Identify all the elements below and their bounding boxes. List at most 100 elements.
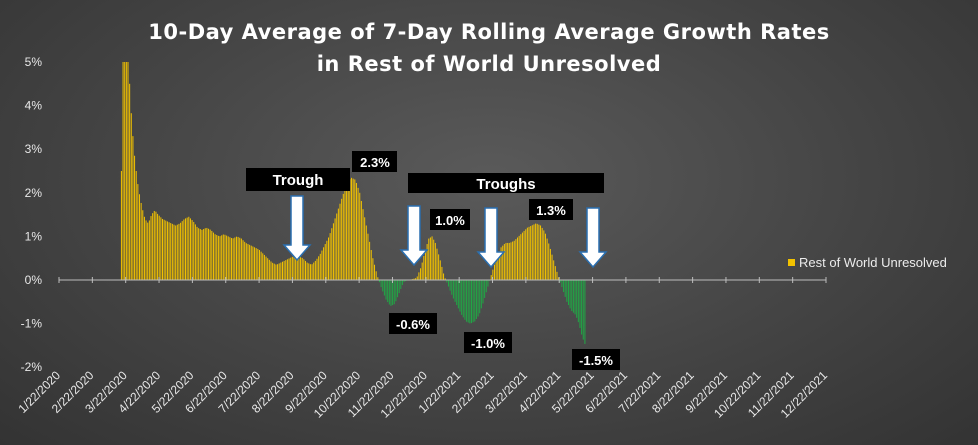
y-tick-label: 2% xyxy=(25,186,43,200)
bar xyxy=(341,198,343,280)
y-tick-label: 4% xyxy=(25,99,43,113)
bar xyxy=(258,250,260,280)
bar xyxy=(295,256,297,280)
bar xyxy=(347,181,349,280)
bar xyxy=(304,260,307,280)
bar xyxy=(449,280,451,291)
bar xyxy=(163,219,165,280)
bar xyxy=(364,217,366,280)
bar xyxy=(467,280,469,323)
bar xyxy=(166,221,168,280)
peak-label-3: 1.3% xyxy=(529,199,573,220)
bar xyxy=(240,238,242,280)
bar xyxy=(480,280,482,309)
bar xyxy=(181,221,183,280)
bar xyxy=(175,225,177,280)
bar xyxy=(403,280,405,282)
bar xyxy=(439,260,441,280)
bar xyxy=(135,171,137,280)
bar xyxy=(158,215,160,280)
bar xyxy=(497,255,499,280)
bar xyxy=(323,247,325,280)
bar xyxy=(355,182,357,280)
bar xyxy=(196,226,198,280)
bar xyxy=(165,220,167,280)
bar xyxy=(544,233,546,280)
bar xyxy=(400,280,402,289)
bar xyxy=(530,226,532,280)
bar xyxy=(235,236,237,280)
bar xyxy=(204,228,206,280)
bar xyxy=(281,261,283,280)
bar xyxy=(212,232,214,280)
trough-value-1-text: -0.6% xyxy=(396,317,430,332)
bar xyxy=(418,272,420,280)
bar xyxy=(260,251,262,280)
bar xyxy=(336,213,338,280)
bar xyxy=(520,234,522,280)
bar xyxy=(370,250,372,280)
bar xyxy=(380,280,382,288)
bar xyxy=(250,245,252,280)
peak-label-2: 1.0% xyxy=(430,209,470,230)
bar xyxy=(372,258,374,280)
bar xyxy=(554,266,556,280)
troughs-label-box xyxy=(408,173,604,193)
bar xyxy=(324,244,326,280)
bar xyxy=(122,62,124,280)
bar xyxy=(579,280,581,328)
bar xyxy=(375,271,377,280)
bar xyxy=(508,242,510,280)
bar xyxy=(257,248,259,280)
bar xyxy=(474,280,476,322)
bar xyxy=(523,230,525,280)
bar xyxy=(349,179,351,280)
bar xyxy=(249,244,251,280)
bar xyxy=(209,229,211,280)
bar xyxy=(326,240,328,280)
legend-swatch xyxy=(788,259,795,266)
bar xyxy=(199,229,201,280)
bar xyxy=(576,280,578,318)
bar xyxy=(538,224,540,280)
bar xyxy=(487,280,489,287)
peak-label-3-text: 1.3% xyxy=(536,203,566,218)
bar xyxy=(137,184,139,280)
bar xyxy=(559,280,561,283)
bar xyxy=(413,278,415,280)
bar xyxy=(433,239,435,280)
bar xyxy=(318,256,320,280)
bar xyxy=(397,280,399,298)
x-axis-labels: 1/22/20202/22/20203/22/20204/22/20205/22… xyxy=(15,368,830,421)
bar xyxy=(143,216,145,280)
bar xyxy=(446,280,448,283)
bar xyxy=(222,234,224,280)
down-arrow-icon xyxy=(282,195,312,262)
bar xyxy=(290,257,292,280)
bar xyxy=(214,234,216,280)
bar xyxy=(378,280,380,283)
bar xyxy=(219,236,221,280)
down-arrow-icon xyxy=(578,207,608,269)
bar xyxy=(536,223,538,280)
bar xyxy=(329,233,331,280)
bar xyxy=(459,280,461,312)
bar xyxy=(157,213,159,280)
bar xyxy=(191,220,193,280)
bar xyxy=(334,218,336,280)
bar xyxy=(424,249,426,280)
bar xyxy=(582,280,584,340)
bar xyxy=(244,241,246,280)
bar xyxy=(319,253,321,280)
bar xyxy=(301,257,303,280)
bar xyxy=(234,237,236,280)
bar xyxy=(443,273,445,280)
bar xyxy=(339,203,341,280)
bar xyxy=(401,280,403,285)
bar xyxy=(383,280,385,296)
bar xyxy=(572,280,574,313)
bar xyxy=(188,216,190,280)
bar xyxy=(270,261,272,280)
bar xyxy=(171,223,173,280)
bar xyxy=(285,260,287,280)
